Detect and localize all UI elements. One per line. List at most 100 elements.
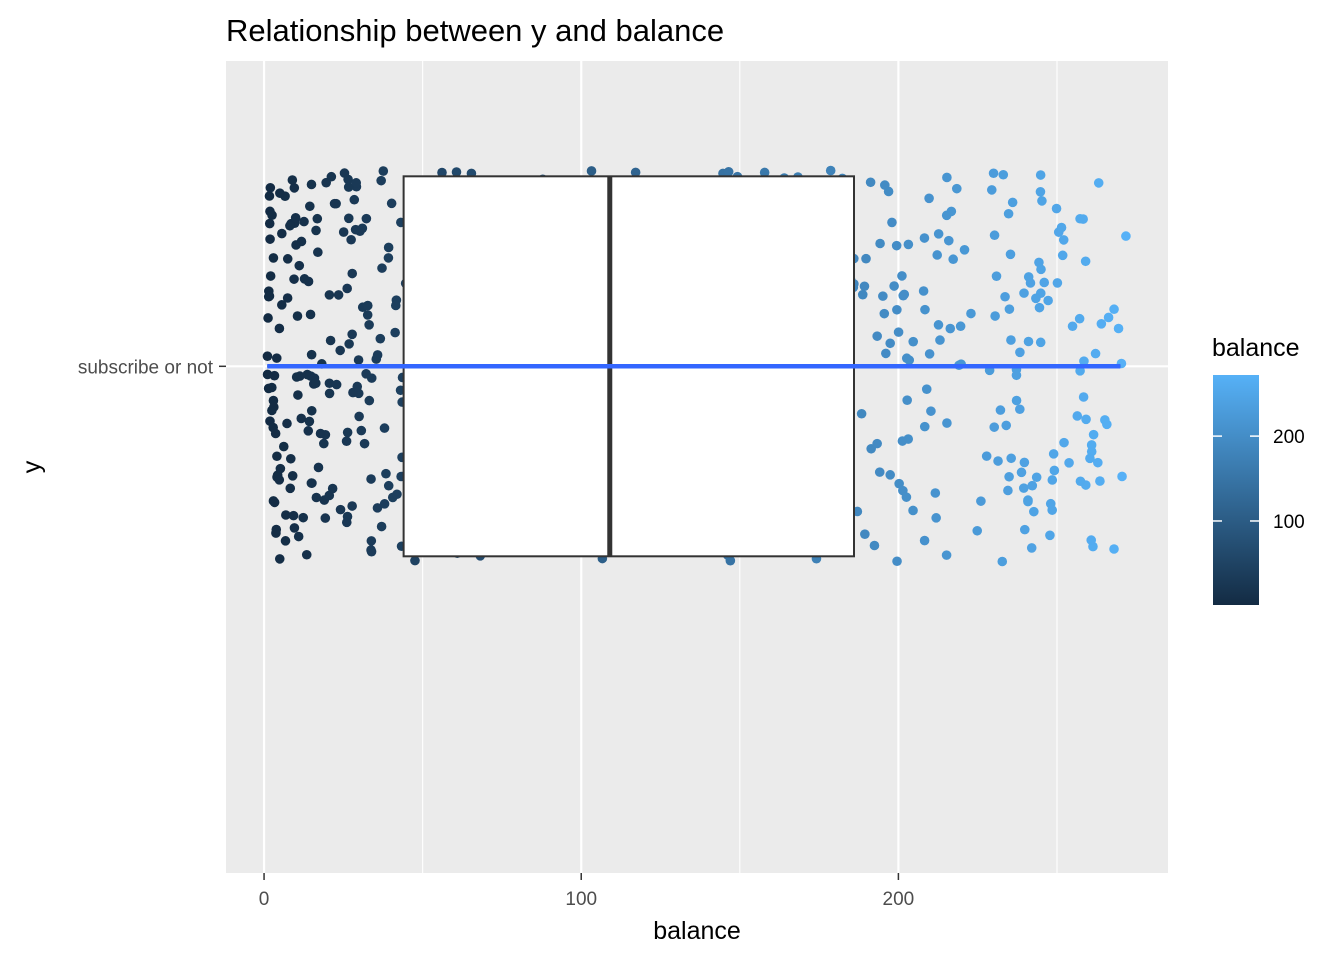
data-point <box>274 475 285 485</box>
data-point <box>1074 313 1085 324</box>
data-point <box>390 327 400 338</box>
data-point <box>918 286 929 296</box>
data-point <box>880 180 890 190</box>
data-point <box>324 388 335 399</box>
data-point <box>366 373 377 383</box>
data-point <box>920 304 930 315</box>
data-point <box>366 536 377 546</box>
data-point <box>1057 250 1068 261</box>
data-point <box>1058 235 1069 245</box>
data-point <box>941 210 952 221</box>
data-point <box>1059 437 1069 448</box>
data-point <box>344 339 354 349</box>
data-point <box>897 271 907 281</box>
data-point <box>857 289 868 300</box>
data-point <box>908 505 918 516</box>
data-point <box>945 323 956 334</box>
data-point <box>265 234 275 244</box>
data-point <box>304 416 315 427</box>
data-point <box>321 177 331 188</box>
data-point <box>325 335 336 346</box>
data-point <box>272 451 282 462</box>
data-point <box>901 492 912 502</box>
data-point <box>1093 457 1103 468</box>
data-point <box>1003 485 1013 496</box>
data-point <box>874 467 885 477</box>
data-point <box>1088 429 1099 440</box>
data-point <box>1015 347 1025 358</box>
data-point <box>861 253 871 264</box>
data-point <box>989 230 1000 241</box>
data-point <box>289 274 299 284</box>
data-point <box>878 291 888 301</box>
data-point <box>1004 304 1015 314</box>
data-point <box>287 471 298 481</box>
data-point <box>319 438 329 449</box>
data-point <box>1064 458 1074 468</box>
data-point <box>875 238 885 249</box>
data-point <box>1043 295 1053 306</box>
data-point <box>997 556 1008 567</box>
x-tick-label: 200 <box>883 889 915 910</box>
data-point <box>315 428 326 439</box>
data-point <box>991 271 1002 281</box>
data-point <box>350 224 361 235</box>
data-point <box>943 235 954 246</box>
data-point <box>291 372 302 382</box>
data-point <box>267 210 277 220</box>
data-point <box>1005 249 1016 260</box>
data-point <box>1035 337 1046 348</box>
data-point <box>356 425 367 436</box>
data-point <box>341 517 352 528</box>
data-point <box>1081 414 1091 425</box>
data-point <box>371 354 382 364</box>
data-point <box>324 290 335 300</box>
data-point <box>902 395 912 405</box>
data-point <box>351 178 362 188</box>
data-point <box>931 513 941 523</box>
data-point <box>904 355 915 365</box>
data-point <box>899 289 910 300</box>
data-point <box>919 421 930 432</box>
data-point <box>335 345 345 356</box>
data-point <box>278 441 289 452</box>
data-point <box>1045 498 1056 509</box>
data-point <box>265 182 276 193</box>
data-point <box>305 309 316 320</box>
data-point <box>1034 302 1045 313</box>
data-point <box>362 310 373 320</box>
data-point <box>1049 465 1060 476</box>
data-point <box>392 489 402 500</box>
data-point <box>1019 288 1029 298</box>
data-point <box>320 513 331 523</box>
data-point <box>1086 440 1097 450</box>
data-point <box>887 217 897 228</box>
data-point <box>959 245 970 255</box>
data-point <box>410 555 420 566</box>
data-point <box>437 167 447 178</box>
data-point <box>872 331 882 341</box>
data-point <box>893 327 904 337</box>
data-point <box>1031 472 1042 483</box>
data-point <box>879 308 890 319</box>
data-point <box>1095 476 1105 486</box>
data-point <box>329 198 340 209</box>
data-point <box>989 422 1000 432</box>
data-point <box>270 428 281 439</box>
data-point <box>293 390 303 400</box>
data-point <box>981 451 992 461</box>
data-point <box>1035 186 1046 197</box>
data-point <box>288 510 299 521</box>
data-point <box>1006 335 1016 345</box>
data-point <box>305 201 315 212</box>
data-point <box>933 229 944 239</box>
legend-tick-label: 100 <box>1273 512 1305 533</box>
data-point <box>292 311 303 321</box>
data-point <box>926 406 936 416</box>
data-point <box>289 523 300 533</box>
data-point <box>324 378 335 389</box>
data-point <box>343 182 354 192</box>
data-point <box>298 512 309 523</box>
data-point <box>451 167 462 177</box>
